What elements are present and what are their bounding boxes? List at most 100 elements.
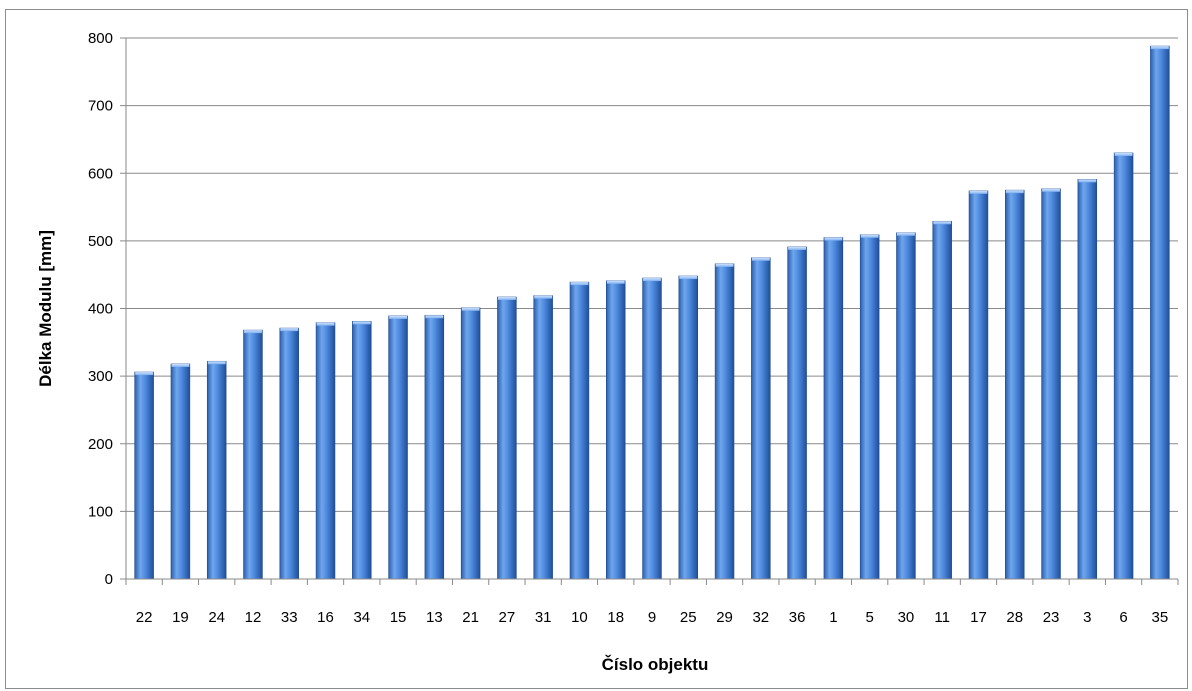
bar xyxy=(497,296,517,580)
x-tick-label: 31 xyxy=(535,609,552,626)
x-tick-label: 24 xyxy=(208,609,225,626)
x-tick-label: 35 xyxy=(1152,609,1169,626)
bar-highlight xyxy=(497,297,516,301)
bar-highlight xyxy=(1078,179,1097,183)
x-tick-label: 16 xyxy=(317,609,334,626)
bar-highlight xyxy=(461,307,480,311)
x-tick-label: 10 xyxy=(571,609,588,626)
x-tick-label: 18 xyxy=(607,609,624,626)
bar xyxy=(751,257,771,580)
y-tick-label: 800 xyxy=(88,30,113,47)
x-axis-title: Číslo objektu xyxy=(602,655,709,674)
y-tick-label: 100 xyxy=(88,503,113,520)
bar-highlight xyxy=(933,221,952,225)
bar-highlight xyxy=(316,322,335,326)
bar xyxy=(678,275,699,580)
x-tick-label: 19 xyxy=(172,609,189,626)
x-tick-label: 12 xyxy=(245,609,262,626)
bar-highlight xyxy=(1005,190,1024,194)
x-tick-label: 21 xyxy=(462,609,479,626)
y-tick-label: 200 xyxy=(88,436,113,453)
bars xyxy=(134,45,1170,580)
y-tick-label: 0 xyxy=(105,571,113,588)
y-tick-label: 600 xyxy=(88,165,113,182)
bar-highlight xyxy=(896,232,915,236)
bar-highlight xyxy=(1042,188,1060,192)
bar xyxy=(714,263,735,580)
bar xyxy=(352,321,372,580)
y-tick-label: 300 xyxy=(88,368,113,385)
bar-highlight xyxy=(534,295,553,299)
bar xyxy=(1113,152,1134,580)
x-tick-label: 5 xyxy=(865,609,873,626)
bar xyxy=(968,190,989,580)
bar xyxy=(315,322,336,580)
bar xyxy=(932,220,952,580)
bar-highlight xyxy=(606,280,625,284)
bar xyxy=(279,327,299,580)
bar xyxy=(1005,189,1025,580)
bar-highlight xyxy=(824,237,843,241)
x-tick-label: 34 xyxy=(353,609,370,626)
bar xyxy=(1077,179,1098,580)
x-tick-label: 13 xyxy=(426,609,443,626)
bar xyxy=(206,360,227,580)
bar xyxy=(896,232,916,580)
y-tick-labels: 0 100 200 300 400 500 600 700 800 xyxy=(88,30,113,588)
bar xyxy=(569,281,590,580)
bar xyxy=(605,280,626,580)
x-tick-label: 11 xyxy=(934,609,950,626)
x-tick-label: 15 xyxy=(390,609,407,626)
x-tick-label: 30 xyxy=(898,609,915,626)
bar-highlight xyxy=(425,315,444,319)
bar xyxy=(1041,188,1061,580)
bar xyxy=(243,329,263,580)
x-tick-label: 28 xyxy=(1006,609,1023,626)
bar-highlight xyxy=(1114,152,1133,156)
bar-highlight xyxy=(171,363,190,367)
chart-frame xyxy=(5,9,1188,689)
bar-highlight xyxy=(751,257,770,261)
axes xyxy=(120,37,1179,585)
bar-highlight xyxy=(788,246,807,250)
bar-highlight xyxy=(679,276,698,280)
bar-highlight xyxy=(244,330,262,334)
bar xyxy=(388,315,408,580)
bar-highlight xyxy=(1150,46,1169,50)
x-tick-label: 23 xyxy=(1043,609,1060,626)
bar-highlight xyxy=(280,328,299,332)
bar-highlight xyxy=(207,361,226,365)
bar-highlight xyxy=(135,372,154,376)
x-tick-label: 32 xyxy=(752,609,769,626)
bar-highlight xyxy=(860,234,879,238)
x-tick-label: 3 xyxy=(1083,609,1091,626)
bar xyxy=(134,371,154,580)
bar xyxy=(424,314,445,580)
bar xyxy=(859,234,880,580)
bar-highlight xyxy=(969,190,988,194)
gridlines xyxy=(126,37,1178,512)
x-tick-label: 27 xyxy=(499,609,516,626)
x-tick-label: 36 xyxy=(789,609,806,626)
bar xyxy=(1150,45,1170,580)
x-tick-label: 9 xyxy=(648,609,656,626)
x-tick-label: 22 xyxy=(136,609,153,626)
bar xyxy=(170,363,191,580)
x-tick-label: 17 xyxy=(970,609,987,626)
bar-highlight xyxy=(570,282,589,286)
bar xyxy=(460,307,481,580)
bar xyxy=(533,295,553,580)
y-tick-label: 700 xyxy=(88,98,113,115)
bar-highlight xyxy=(352,321,371,325)
x-tick-label: 6 xyxy=(1119,609,1127,626)
x-tick-label: 29 xyxy=(716,609,733,626)
y-tick-label: 500 xyxy=(88,233,113,250)
bar-highlight xyxy=(715,263,734,267)
bar-highlight xyxy=(643,278,661,282)
bar xyxy=(787,246,807,580)
y-tick-label: 400 xyxy=(88,301,113,318)
bar-highlight xyxy=(389,315,408,319)
y-axis-title: Délka Modulu [mm] xyxy=(36,230,55,387)
bar xyxy=(823,237,844,580)
